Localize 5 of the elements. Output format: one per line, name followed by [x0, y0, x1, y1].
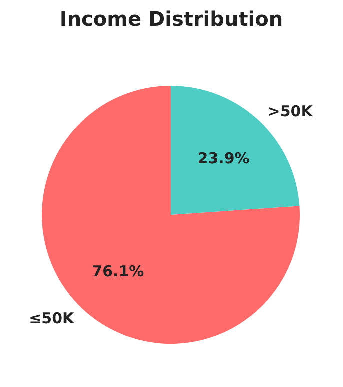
data-label: 23.9% [198, 149, 250, 168]
data-label: 76.1% [92, 262, 144, 281]
slice-label: ≤50K [29, 310, 76, 328]
slice-label: >50K [268, 102, 314, 120]
chart-title: Income Distribution [60, 7, 284, 31]
